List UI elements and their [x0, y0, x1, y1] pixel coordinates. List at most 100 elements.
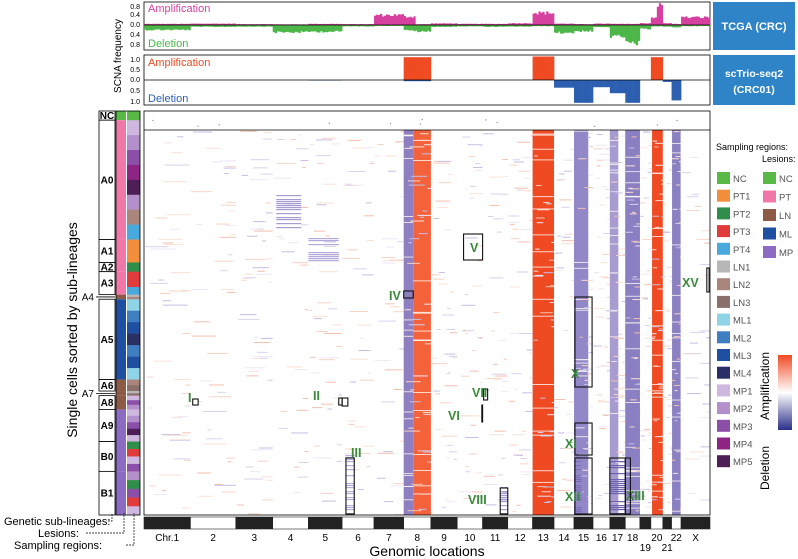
heatmap-cell	[336, 461, 343, 463]
heatmap-cell	[413, 375, 428, 377]
del-bar	[488, 25, 491, 27]
amp-bar	[699, 18, 703, 25]
heatmap-cell	[346, 453, 360, 455]
heatmap-cell	[558, 462, 565, 464]
heatmap-cell	[625, 231, 633, 233]
amp-bar	[621, 23, 624, 25]
heatmap-cell	[500, 501, 508, 503]
amp-bar	[340, 23, 343, 25]
del-bar	[643, 25, 646, 29]
del-bar	[300, 25, 303, 32]
region-label: V	[470, 241, 479, 255]
heatmap-cell	[386, 246, 395, 248]
del-bar	[288, 25, 291, 33]
heatmap-cell	[568, 401, 575, 403]
heatmap-cell	[640, 488, 649, 490]
amp-bar	[316, 24, 319, 25]
chromosome-label: 13	[538, 533, 550, 544]
del-bar	[482, 25, 485, 27]
heatmap-cell	[435, 393, 441, 395]
heatmap-cell	[409, 401, 421, 403]
heatmap-cell	[177, 136, 184, 138]
heatmap-cell	[501, 457, 506, 459]
amp-bar	[160, 23, 163, 25]
heatmap-cell	[276, 209, 302, 211]
amp-bar	[520, 23, 523, 25]
heatmap-cell	[435, 428, 442, 430]
lesion-bar	[116, 395, 126, 410]
heatmap-cell	[668, 432, 672, 434]
heatmap-cell	[453, 458, 458, 460]
heatmap-cell	[698, 499, 709, 501]
legend-label: LN3	[733, 298, 750, 309]
heatmap-cell	[241, 278, 251, 280]
heatmap-cell	[604, 148, 610, 150]
heatmap-cell	[353, 268, 367, 270]
legend-label: ML1	[733, 316, 751, 327]
amp-bar	[336, 23, 339, 25]
heatmap-cell	[598, 204, 606, 206]
heatmap-cell	[438, 283, 448, 285]
heatmap-cell	[224, 224, 236, 226]
heatmap-cell	[674, 313, 681, 315]
sampling-bar	[127, 279, 140, 288]
heatmap-cell	[642, 439, 647, 441]
lesion-bar	[116, 391, 126, 396]
amp-bar	[268, 24, 271, 25]
heatmap-cell	[447, 308, 451, 310]
amp-bar	[270, 24, 274, 25]
del-bar	[411, 80, 414, 82]
heatmap-cell	[532, 133, 555, 135]
heatmap-cell	[366, 466, 371, 468]
del-bar	[237, 25, 241, 27]
heatmap-cell	[615, 281, 624, 283]
amp-bar	[154, 23, 157, 25]
del-bar	[413, 25, 416, 32]
region-label: XI	[565, 437, 577, 451]
chromosome-block-16	[592, 516, 611, 530]
heatmap-cell	[537, 209, 550, 211]
amp-bar	[231, 23, 235, 25]
amp-bar	[595, 23, 598, 25]
heatmap-cell	[316, 204, 327, 206]
amp-bar	[540, 12, 543, 25]
del-bar	[613, 80, 616, 94]
heatmap-cell	[598, 495, 602, 497]
heatmap-cell	[598, 401, 609, 403]
heatmap-cell	[249, 370, 258, 372]
heatmap-cell	[640, 435, 646, 437]
del-bar	[290, 25, 293, 33]
sampling-bar	[127, 480, 140, 490]
heatmap-cell	[651, 496, 658, 498]
heatmap-cell	[549, 302, 555, 304]
heatmap-cell	[561, 240, 574, 242]
heatmap-cell	[308, 244, 339, 246]
heatmap-cell	[646, 390, 651, 392]
heatmap-cell	[403, 335, 414, 337]
heatmap-cell	[652, 339, 663, 341]
heatmap-cell	[247, 513, 261, 515]
amp-bar	[156, 23, 159, 25]
colorbar	[778, 355, 792, 430]
heatmap-cell	[589, 132, 594, 134]
heatmap-cell	[646, 506, 651, 508]
del-bar	[697, 25, 700, 27]
del-bar	[328, 25, 331, 32]
heatmap-cell	[610, 272, 618, 274]
heatmap-cell	[315, 330, 329, 332]
sctrio-label: (CRC01)	[733, 84, 774, 96]
heatmap-cell	[196, 472, 212, 474]
del-bar	[476, 25, 479, 27]
heatmap-cell	[667, 339, 672, 341]
heatmap-cell	[393, 483, 404, 485]
heatmap-cell	[609, 481, 626, 483]
heatmap-cell	[657, 325, 663, 327]
heatmap-cell	[313, 445, 321, 447]
del-bar	[635, 80, 639, 103]
amp-bar	[683, 17, 686, 25]
heatmap-cell	[674, 390, 678, 392]
amp-bar	[182, 23, 185, 25]
heatmap-cell	[164, 164, 189, 166]
heatmap-cell	[308, 256, 339, 258]
heatmap-cell	[471, 350, 476, 352]
